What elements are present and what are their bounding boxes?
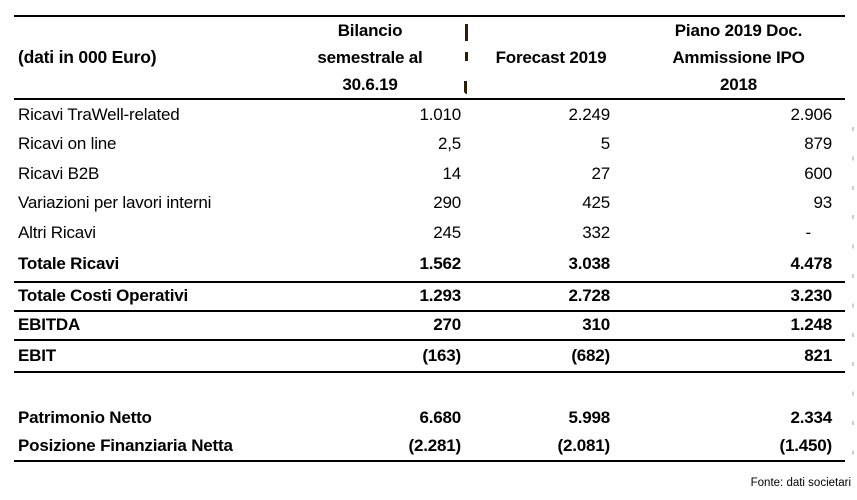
clipped-column-fragment	[465, 52, 468, 61]
row-label: Variazioni per lavori interni	[18, 193, 212, 213]
header-line: Ammissione IPO	[672, 48, 805, 67]
cell-value: -	[805, 222, 812, 242]
row-boundary-ticks	[852, 127, 854, 463]
cell-value: 310	[582, 315, 610, 334]
cell-value: 600	[804, 163, 832, 183]
cell-value: 2.728	[568, 286, 610, 305]
header-line: Forecast 2019	[495, 48, 607, 67]
header-line: 30.6.19	[342, 75, 398, 94]
table-header-row: (dati in 000 Euro) Bilancio semestrale a…	[14, 17, 845, 100]
cell-value: 879	[804, 134, 832, 154]
table-row-ricavi-b2b: Ricavi B2B 14 27 600	[14, 159, 845, 189]
row-label: Patrimonio Netto	[18, 408, 152, 427]
cell-value: 4.478	[790, 254, 832, 273]
cell-value: 290	[433, 193, 461, 213]
table-row-posizione-finanziaria-netta: Posizione Finanziaria Netta (2.281) (2.0…	[14, 433, 845, 462]
cell-value: 3.230	[790, 286, 832, 305]
cell-value: 332	[582, 222, 610, 242]
header-line: Bilancio	[337, 21, 403, 40]
header-col-bilancio-semestrale: Bilancio semestrale al 30.6.19	[270, 17, 470, 98]
table-row-ebit: EBIT (163) (682) 821	[14, 341, 845, 373]
header-line: semestrale al	[317, 48, 423, 67]
cell-value: 425	[582, 193, 610, 213]
row-label: EBITDA	[18, 315, 81, 334]
cell-value: 1.248	[790, 315, 832, 334]
table-row-variazioni-lavori-interni: Variazioni per lavori interni 290 425 93	[14, 189, 845, 219]
row-label: Ricavi B2B	[18, 163, 100, 183]
row-label: Totale Costi Operativi	[18, 286, 189, 305]
cell-value: 1.010	[419, 104, 461, 124]
table-row-ricavi-trawell: Ricavi TraWell-related 1.010 2.249 2.906	[14, 100, 845, 130]
cell-value: (2.281)	[408, 436, 462, 456]
cell-value: 93	[813, 193, 832, 213]
blank-row	[14, 373, 845, 404]
clipped-column-fragment	[465, 24, 468, 41]
cell-value: 27	[591, 163, 610, 183]
cell-value: 2.906	[790, 104, 832, 124]
header-line: Piano 2019 Doc.	[674, 21, 803, 40]
header-line: 2018	[719, 75, 758, 94]
header-col-piano-2019-ipo: Piano 2019 Doc. Ammissione IPO 2018	[632, 17, 845, 98]
cell-value: 245	[433, 222, 461, 242]
cell-value: (163)	[422, 345, 461, 365]
header-unit-label: (dati in 000 Euro)	[18, 47, 157, 67]
table-row-altri-ricavi: Altri Ricavi 245 332 -	[14, 218, 845, 248]
cell-value: 3.038	[568, 254, 610, 273]
table-row-totale-costi-operativi: Totale Costi Operativi 1.293 2.728 3.230	[14, 283, 845, 312]
financial-table: (dati in 000 Euro) Bilancio semestrale a…	[14, 15, 845, 462]
cell-value: 270	[433, 315, 461, 334]
cell-value: 2.334	[790, 408, 832, 427]
cell-value: (682)	[571, 345, 610, 365]
cell-value: (1.450)	[779, 436, 833, 456]
cell-value: 1.562	[419, 254, 461, 273]
table-row-ebitda: EBITDA 270 310 1.248	[14, 312, 845, 341]
table-row-patrimonio-netto: Patrimonio Netto 6.680 5.998 2.334	[14, 404, 845, 433]
row-label: Ricavi TraWell-related	[18, 104, 180, 124]
cell-value: 14	[442, 163, 461, 183]
source-note: Fonte: dati societari	[750, 477, 851, 489]
cell-value: 1.293	[419, 286, 461, 305]
row-label: EBIT	[18, 345, 56, 365]
clipped-column-fragment	[464, 81, 467, 94]
row-label: Ricavi on line	[18, 134, 117, 154]
cell-value: (2.081)	[557, 436, 611, 456]
table-row-totale-ricavi: Totale Ricavi 1.562 3.038 4.478	[14, 248, 845, 283]
cell-value: 6.680	[419, 408, 461, 427]
row-label: Altri Ricavi	[18, 222, 96, 242]
row-label: Totale Ricavi	[18, 254, 120, 273]
cell-value: 2.249	[568, 104, 610, 124]
cell-value: 2,5	[437, 134, 461, 154]
header-col-forecast-2019: Forecast 2019	[470, 17, 632, 98]
cell-value: 5.998	[568, 408, 610, 427]
cell-value: 5	[600, 134, 610, 154]
row-label: Posizione Finanziaria Netta	[18, 436, 233, 456]
table-row-ricavi-online: Ricavi on line 2,5 5 879	[14, 130, 845, 160]
cell-value: 821	[804, 345, 832, 365]
